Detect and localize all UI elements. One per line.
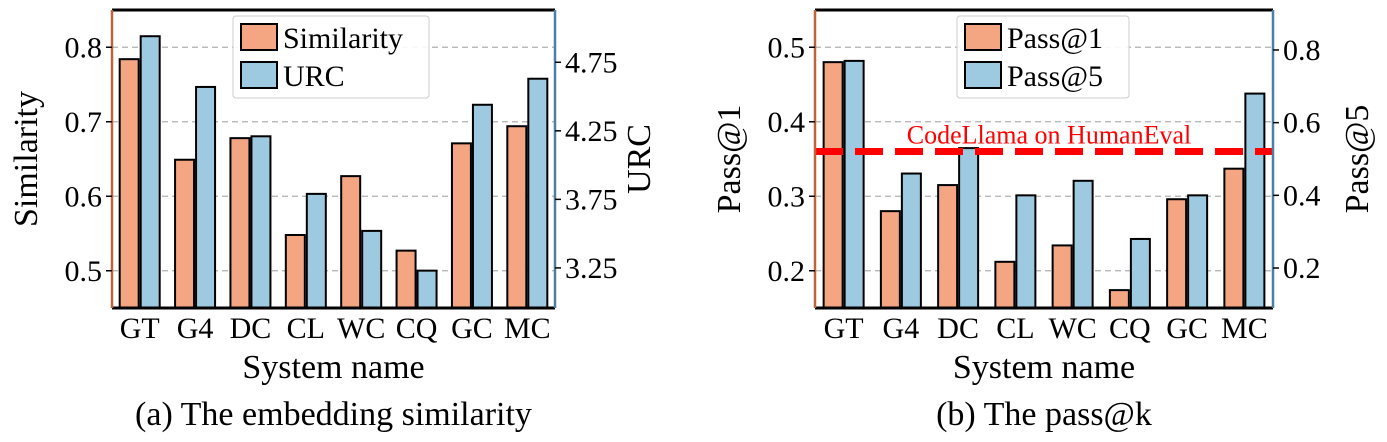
y-tick-label: 0.6 xyxy=(65,180,103,213)
x-tick-label: WC xyxy=(1048,312,1096,345)
bar-similarity-cq xyxy=(395,249,417,309)
bar-similarity-wc xyxy=(340,175,362,309)
legend-swatch xyxy=(964,61,1002,89)
bar-pass-1-mc xyxy=(1223,167,1245,309)
bar-similarity-gc xyxy=(450,142,472,309)
bar-urc-gt xyxy=(139,35,161,310)
legend-label: URC xyxy=(283,60,345,93)
bar-similarity-g4 xyxy=(174,158,196,309)
panel-caption: (a) The embedding similarity xyxy=(135,396,532,433)
legend-swatch xyxy=(240,23,278,51)
reference-line-label: CodeLlama on HumanEval xyxy=(907,121,1191,150)
bar-similarity-dc xyxy=(229,137,251,309)
y2-tick-label: 0.4 xyxy=(1283,179,1321,212)
x-tick-label: CQ xyxy=(1109,312,1151,345)
bar-pass-1-g4 xyxy=(879,210,901,309)
bar-pass-5-mc xyxy=(1244,92,1266,309)
x-tick-label: WC xyxy=(337,312,385,345)
y2-tick-label: 0.2 xyxy=(1283,252,1321,285)
bar-similarity-mc xyxy=(506,125,528,309)
x-tick-label: GC xyxy=(451,312,493,345)
bar-urc-wc xyxy=(361,229,383,309)
y-tick-label: 0.5 xyxy=(65,255,103,288)
bar-urc-mc xyxy=(527,77,549,310)
y2-axis-label: Pass@5 xyxy=(1339,105,1376,214)
bar-pass-5-cl xyxy=(1015,194,1037,309)
x-tick-label: GC xyxy=(1166,312,1208,345)
y2-tick-label: 4.25 xyxy=(565,115,618,148)
legend-box xyxy=(232,15,430,99)
x-axis-label: System name xyxy=(953,349,1135,386)
x-tick-label: G4 xyxy=(177,312,214,345)
x-tick-label: MC xyxy=(504,312,551,345)
y-tick-label: 0.3 xyxy=(768,180,806,213)
y-tick-label: 0.7 xyxy=(65,106,103,139)
chart-panel-embedding-similarity: GT G4 DC CL WC CQ GC MC 0.5 0.6 0.7 0.8 3.25 3.75 4.25… xyxy=(8,8,658,433)
bar-pass-1-gt xyxy=(822,61,844,310)
panel-caption: (b) The pass@k xyxy=(936,396,1152,433)
y-axis-label: Pass@1 xyxy=(711,105,748,214)
bar-pass-5-g4 xyxy=(900,172,922,309)
y-tick-label: 0.4 xyxy=(768,106,806,139)
bar-urc-gc xyxy=(471,103,493,310)
x-tick-label: CL xyxy=(996,312,1034,345)
y2-tick-label: 0.8 xyxy=(1283,34,1321,67)
legend-label: Pass@1 xyxy=(1007,22,1103,55)
chart-panel-pass-at-k: GT G4 DC CL WC CQ GC MC CodeLlama on HumanEval 0.… xyxy=(711,8,1376,433)
legend-swatch xyxy=(964,23,1002,51)
y-tick-label: 0.2 xyxy=(768,255,806,288)
bar-pass-1-cq xyxy=(1108,289,1130,309)
y-tick-label: 0.5 xyxy=(768,31,806,64)
x-tick-label: GT xyxy=(824,312,864,345)
x-tick-label: CL xyxy=(287,312,325,345)
bar-pass-5-gc xyxy=(1187,194,1209,309)
bar-urc-cq xyxy=(416,269,438,310)
bar-similarity-gt xyxy=(118,58,140,309)
bar-pass-5-cq xyxy=(1129,237,1151,309)
bar-pass-5-dc xyxy=(958,147,980,309)
bar-pass-1-gc xyxy=(1166,198,1188,309)
bar-pass-1-wc xyxy=(1051,244,1073,309)
legend-label: Similarity xyxy=(283,22,403,55)
x-tick-label: GT xyxy=(120,312,160,345)
bar-similarity-cl xyxy=(284,233,306,310)
y2-axis-label: URC xyxy=(621,124,658,194)
y-tick-label: 0.8 xyxy=(65,31,103,64)
y2-tick-label: 4.75 xyxy=(565,46,618,79)
legend-label: Pass@5 xyxy=(1007,60,1103,93)
y2-tick-label: 3.75 xyxy=(565,183,618,216)
x-tick-label: DC xyxy=(230,312,272,345)
y2-tick-label: 0.6 xyxy=(1283,107,1321,140)
x-tick-label: MC xyxy=(1221,312,1268,345)
x-tick-label: DC xyxy=(937,312,979,345)
bar-pass-5-wc xyxy=(1072,179,1094,309)
bar-pass-1-cl xyxy=(994,260,1016,309)
bar-pass-5-gt xyxy=(843,59,865,309)
y-axis-label: Similarity xyxy=(8,91,45,227)
x-tick-label: CQ xyxy=(396,312,438,345)
bar-urc-g4 xyxy=(195,85,217,309)
bar-pass-1-dc xyxy=(937,184,959,309)
legend-swatch xyxy=(240,61,278,89)
x-axis-label: System name xyxy=(242,349,424,386)
legend: Pass@1 Pass@5 xyxy=(956,15,1130,99)
bar-urc-cl xyxy=(305,192,327,310)
y2-tick-label: 3.25 xyxy=(565,252,618,285)
legend: Similarity URC xyxy=(232,15,430,99)
bar-urc-dc xyxy=(250,135,272,309)
x-tick-label: G4 xyxy=(883,312,920,345)
